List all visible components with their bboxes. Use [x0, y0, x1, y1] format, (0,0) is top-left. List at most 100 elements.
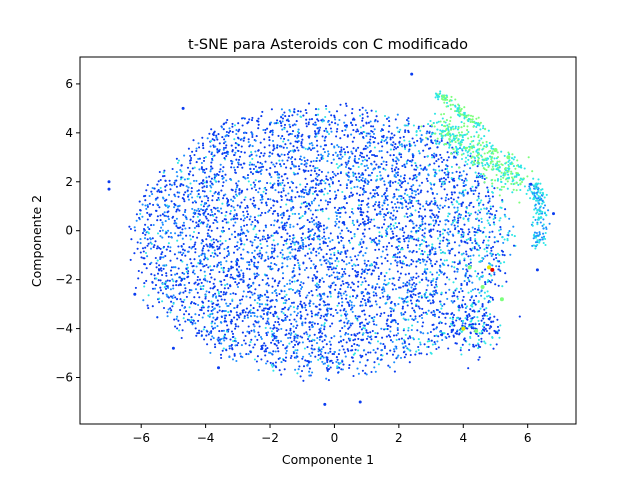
scatter-point	[205, 180, 208, 183]
scatter-point	[226, 304, 229, 308]
scatter-point	[370, 335, 373, 338]
scatter-point	[318, 331, 322, 334]
scatter-point	[309, 186, 312, 189]
scatter-point	[385, 248, 388, 251]
scatter-point	[227, 221, 230, 224]
scatter-point	[425, 276, 428, 279]
scatter-point	[172, 302, 175, 305]
scatter-point	[183, 283, 186, 287]
scatter-point	[404, 311, 407, 314]
scatter-point	[316, 118, 319, 121]
scatter-point	[177, 195, 180, 198]
scatter-point	[288, 199, 291, 202]
scatter-point	[451, 221, 454, 224]
scatter-point	[323, 293, 326, 296]
scatter-point	[454, 228, 457, 231]
scatter-point	[476, 165, 479, 168]
scatter-point	[290, 354, 293, 358]
scatter-point	[399, 184, 402, 187]
scatter-point	[419, 203, 422, 206]
scatter-point	[368, 144, 371, 147]
scatter-point	[442, 177, 446, 180]
scatter-point	[308, 235, 311, 238]
scatter-point	[202, 312, 205, 315]
scatter-point	[192, 179, 196, 182]
scatter-point	[320, 170, 323, 173]
scatter-point	[454, 254, 457, 257]
scatter-point	[194, 212, 197, 215]
scatter-point	[451, 171, 454, 174]
scatter-point	[246, 261, 249, 264]
scatter-point	[356, 275, 359, 278]
scatter-point	[412, 276, 415, 279]
scatter-point	[221, 175, 224, 178]
scatter-point	[213, 154, 216, 157]
scatter-point	[289, 157, 293, 160]
scatter-point	[389, 223, 392, 226]
scatter-point	[504, 215, 507, 218]
scatter-point	[192, 245, 196, 248]
scatter-point	[328, 290, 331, 293]
scatter-point	[180, 176, 183, 179]
scatter-point	[161, 251, 164, 254]
scatter-point	[189, 238, 192, 241]
scatter-point	[464, 240, 467, 244]
scatter-point	[318, 243, 321, 246]
scatter-point	[191, 271, 195, 274]
scatter-point	[164, 179, 167, 182]
scatter-point	[467, 217, 470, 220]
scatter-point	[288, 282, 292, 285]
scatter-point	[167, 242, 170, 245]
scatter-point	[340, 150, 343, 153]
scatter-point	[297, 261, 300, 265]
scatter-point	[230, 162, 233, 165]
scatter-point	[213, 265, 216, 268]
scatter-point	[193, 200, 197, 203]
scatter-point	[380, 358, 383, 361]
scatter-point	[431, 191, 434, 194]
scatter-point	[338, 220, 341, 223]
scatter-point	[373, 128, 376, 131]
scatter-point	[358, 251, 361, 254]
scatter-point	[312, 123, 315, 126]
scatter-point	[412, 293, 415, 296]
scatter-point	[472, 192, 475, 196]
scatter-point	[315, 342, 319, 345]
scatter-point	[234, 293, 237, 296]
scatter-point	[215, 216, 218, 219]
scatter-point	[272, 210, 275, 213]
scatter-point	[173, 206, 176, 209]
scatter-point	[167, 218, 170, 221]
scatter-point	[336, 144, 339, 147]
scatter-point	[164, 189, 167, 192]
scatter-point	[292, 352, 295, 355]
scatter-point	[157, 291, 160, 294]
scatter-point	[431, 243, 434, 246]
scatter-point	[313, 130, 317, 133]
scatter-point	[387, 116, 390, 119]
scatter-point	[397, 303, 400, 306]
scatter-point	[289, 110, 292, 113]
scatter-point	[163, 286, 166, 289]
scatter-point	[436, 237, 440, 240]
scatter-point	[185, 270, 188, 273]
scatter-point	[197, 225, 200, 228]
scatter-point	[250, 187, 253, 190]
scatter-point	[175, 217, 178, 220]
scatter-point	[361, 113, 364, 116]
scatter-point	[217, 292, 220, 295]
scatter-point	[476, 231, 479, 234]
scatter-point	[399, 286, 402, 289]
scatter-point	[405, 205, 408, 208]
scatter-point	[238, 316, 241, 319]
scatter-point	[486, 186, 489, 189]
scatter-point	[305, 165, 308, 168]
scatter-point	[161, 229, 164, 232]
scatter-point	[289, 257, 292, 260]
scatter-point	[327, 153, 330, 156]
scatter-point	[141, 247, 145, 250]
scatter-point	[339, 103, 342, 106]
scatter-point	[391, 282, 394, 285]
scatter-point	[446, 151, 449, 154]
scatter-point	[184, 215, 187, 218]
